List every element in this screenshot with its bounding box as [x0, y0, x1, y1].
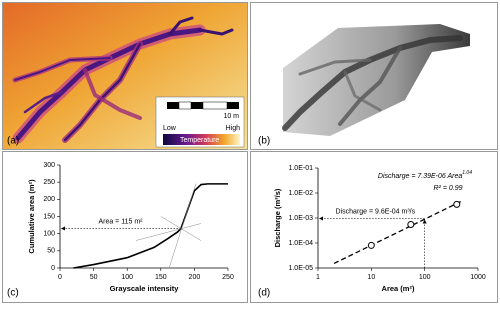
legend-low: Low — [163, 125, 177, 132]
y-tick-label: 300 — [43, 162, 55, 169]
y-tick-label: 250 — [43, 179, 55, 186]
x-tick-label: 1000 — [470, 274, 486, 281]
panel-label: (b) — [258, 136, 270, 147]
legend-box — [155, 96, 245, 148]
panel-label: (c) — [7, 288, 19, 299]
data-point — [453, 200, 461, 208]
x-tick-label: 100 — [419, 274, 431, 281]
x-tick-label: 50 — [90, 274, 98, 281]
y-tick-label: 1.0E-02 — [288, 190, 313, 197]
y-tick-label: 200 — [43, 196, 55, 203]
r-squared: R² = 0.99 — [434, 185, 463, 192]
y-tick-label: 1.0E-05 — [288, 265, 313, 272]
panel-label: (d) — [258, 288, 270, 299]
x-axis-label: Area (m²) — [382, 284, 415, 293]
y-tick-label: 1.0E-03 — [288, 215, 313, 222]
equation-exponent: 1.04 — [462, 170, 472, 176]
y-axis-label: Cumulative area (m²) — [27, 179, 36, 254]
x-tick-label: 100 — [121, 274, 133, 281]
panel-frame — [2, 151, 248, 303]
x-tick-label: 200 — [189, 274, 201, 281]
y-tick-label: 50 — [47, 248, 55, 255]
annotation-text: Discharge = 9.6E-04 m³/s — [336, 208, 416, 215]
data-point — [407, 220, 415, 228]
x-axis-label: Grayscale intensity — [110, 284, 180, 293]
y-tick-label: 100 — [43, 231, 55, 238]
x-tick-label: 150 — [155, 274, 167, 281]
grayscale-image — [282, 24, 470, 136]
equation-text: Discharge = 7.39E-06 Area — [378, 173, 462, 180]
y-tick-label: 150 — [43, 213, 55, 220]
x-tick-label: 1 — [316, 274, 320, 281]
x-tick-label: 0 — [58, 274, 62, 281]
legend-title: Temperature — [180, 137, 219, 144]
legend-high: High — [226, 125, 241, 132]
scale-bar-label: 10 m — [223, 113, 239, 120]
y-tick-label: 1.0E-01 — [288, 165, 313, 172]
data-point — [367, 241, 375, 249]
y-tick-label: 1.0E-04 — [288, 240, 313, 247]
panel-label: (a) — [7, 136, 19, 147]
x-tick-label: 10 — [367, 274, 375, 281]
tangent-line — [168, 183, 197, 269]
panel-frame — [2, 2, 248, 150]
panel-frame — [250, 2, 498, 150]
data-line — [73, 183, 228, 269]
arrow-head — [319, 216, 323, 221]
y-tick-label: 0 — [51, 265, 55, 272]
tangent-line — [135, 223, 202, 241]
arrow-head — [422, 219, 427, 224]
annotation-text: Area = 115 m² — [98, 218, 143, 225]
fit-equation: Discharge = 7.39E-06 Area1.04 — [378, 170, 472, 180]
x-tick-label: 250 — [222, 274, 234, 281]
arrow-head — [61, 226, 65, 231]
panel-frame — [250, 151, 498, 303]
y-axis-label: Discharge (m³/s) — [273, 188, 282, 247]
